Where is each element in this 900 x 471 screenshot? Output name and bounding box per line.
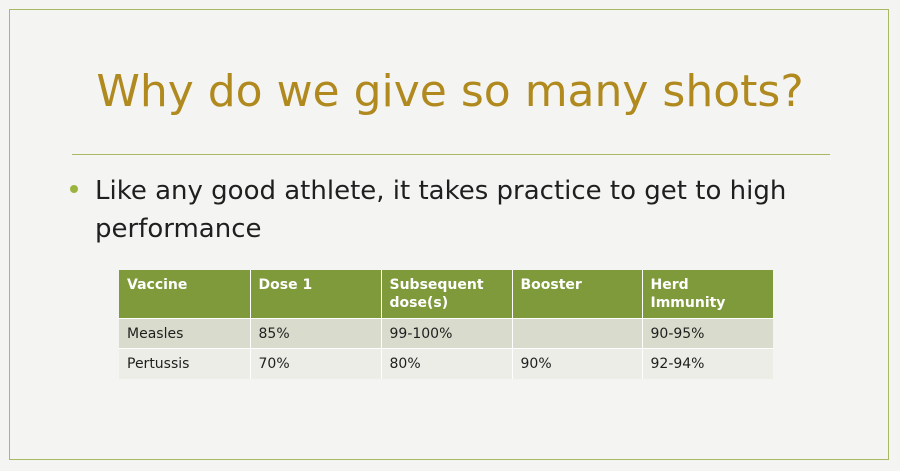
cell-subsequent-doses: 80%: [381, 348, 513, 379]
cell-herd-immunity: 90-95%: [642, 318, 773, 349]
cell-herd-immunity: 92-94%: [642, 348, 773, 379]
vaccine-table: Vaccine Dose 1 Subsequent dose(s) Booste…: [119, 270, 773, 379]
bullet-item: Like any good athlete, it takes practice…: [70, 172, 810, 248]
cell-dose-1: 70%: [250, 348, 382, 379]
slide-border: [9, 9, 889, 460]
cell-booster: [512, 318, 643, 349]
table-row: Pertussis 70% 80% 90% 92-94%: [119, 348, 773, 379]
cell-booster: 90%: [512, 348, 643, 379]
slide-title: Why do we give so many shots?: [96, 66, 804, 117]
table-header-row: Vaccine Dose 1 Subsequent dose(s) Booste…: [119, 270, 773, 319]
header-herd-immunity: Herd Immunity: [642, 270, 773, 319]
cell-vaccine: Measles: [119, 318, 251, 349]
title-divider: [72, 154, 830, 155]
bullet-text: Like any good athlete, it takes practice…: [95, 176, 787, 244]
cell-vaccine: Pertussis: [119, 348, 251, 379]
header-booster: Booster: [512, 270, 643, 319]
cell-dose-1: 85%: [250, 318, 382, 349]
cell-subsequent-doses: 99-100%: [381, 318, 513, 349]
bullet-dot-icon: [70, 185, 78, 193]
table-row: Measles 85% 99-100% 90-95%: [119, 318, 773, 349]
header-dose-1: Dose 1: [250, 270, 382, 319]
header-vaccine: Vaccine: [119, 270, 251, 319]
header-subsequent-doses: Subsequent dose(s): [381, 270, 513, 319]
